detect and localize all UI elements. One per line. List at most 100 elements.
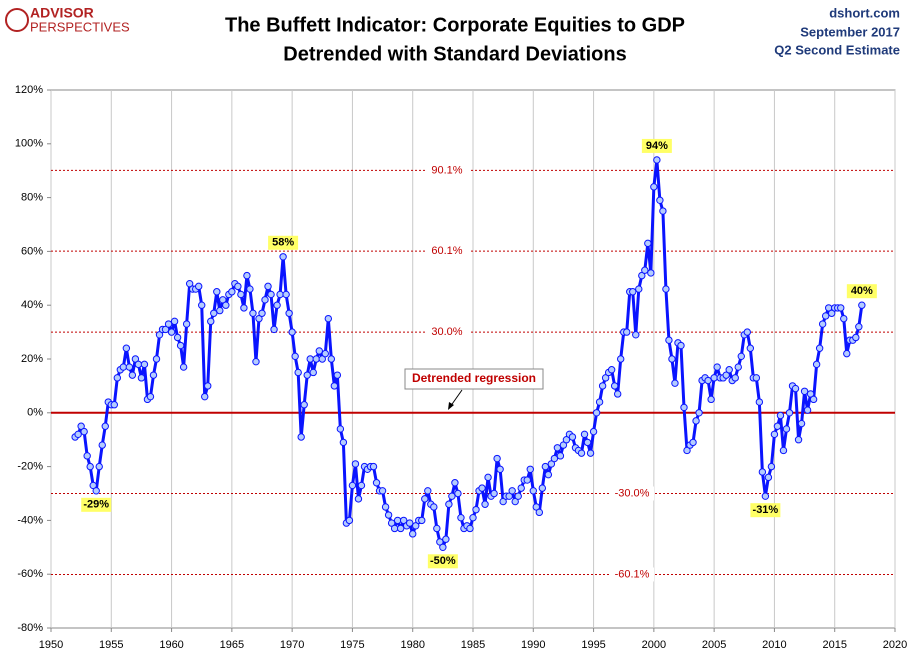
std-dev-label-bg bbox=[610, 486, 654, 501]
data-point bbox=[164, 320, 173, 328]
data-point bbox=[505, 492, 513, 500]
data-point bbox=[279, 253, 287, 261]
chart-title: The Buffett Indicator: Corporate Equitie… bbox=[225, 14, 685, 36]
y-tick-label: 40% bbox=[21, 299, 43, 311]
data-point bbox=[529, 487, 537, 495]
data-point bbox=[204, 382, 212, 390]
data-point bbox=[354, 495, 363, 503]
data-point bbox=[210, 309, 218, 317]
data-point bbox=[393, 516, 402, 525]
data-point bbox=[176, 341, 185, 350]
data-point bbox=[270, 325, 278, 334]
data-point bbox=[610, 382, 619, 390]
x-tick-label: 1970 bbox=[280, 639, 304, 651]
data-point bbox=[568, 433, 577, 441]
data-point bbox=[517, 484, 525, 492]
logo-icon bbox=[5, 8, 29, 32]
data-point bbox=[490, 489, 498, 498]
data-point bbox=[110, 401, 119, 409]
data-point bbox=[101, 422, 109, 430]
data-point bbox=[843, 349, 851, 358]
data-point bbox=[234, 282, 242, 291]
data-point bbox=[182, 320, 191, 328]
data-point bbox=[261, 296, 269, 304]
data-point bbox=[421, 495, 429, 503]
y-tick-label: 60% bbox=[21, 245, 43, 257]
data-point bbox=[713, 363, 721, 371]
data-point bbox=[562, 436, 571, 444]
x-tick-label: 1975 bbox=[340, 639, 364, 651]
annotation-label: 40% bbox=[851, 285, 873, 297]
data-point bbox=[782, 425, 791, 433]
data-point bbox=[297, 433, 305, 441]
data-point bbox=[303, 371, 311, 379]
data-point bbox=[185, 279, 194, 288]
data-point bbox=[95, 462, 103, 471]
data-point bbox=[315, 347, 323, 355]
data-point bbox=[812, 360, 821, 369]
data-point bbox=[689, 438, 697, 447]
data-point bbox=[327, 355, 336, 363]
x-tick-label: 2020 bbox=[883, 639, 907, 651]
data-point bbox=[481, 500, 489, 508]
data-point bbox=[683, 446, 691, 455]
data-point bbox=[384, 511, 393, 519]
data-point bbox=[496, 465, 504, 473]
data-point bbox=[378, 487, 387, 495]
data-point bbox=[201, 392, 209, 401]
data-point bbox=[815, 344, 824, 352]
data-point bbox=[113, 374, 122, 382]
data-point bbox=[837, 304, 845, 312]
x-tick-label: 1955 bbox=[99, 639, 123, 651]
std-dev-label: 30.0% bbox=[431, 326, 462, 338]
data-point bbox=[737, 352, 745, 361]
std-dev-label-bg bbox=[610, 567, 654, 582]
data-point bbox=[77, 422, 85, 430]
y-tick-label: 20% bbox=[21, 353, 43, 365]
x-tick-label: 1990 bbox=[521, 639, 545, 651]
data-point bbox=[794, 436, 803, 444]
data-point bbox=[668, 355, 676, 363]
data-point bbox=[119, 363, 128, 371]
data-point bbox=[372, 479, 381, 487]
data-point bbox=[80, 427, 88, 436]
data-point bbox=[577, 449, 586, 457]
data-point bbox=[695, 409, 703, 417]
data-point bbox=[629, 288, 637, 296]
source-line: Q2 Second Estimate bbox=[774, 42, 900, 57]
data-point bbox=[258, 309, 266, 317]
data-point bbox=[544, 470, 553, 479]
data-point bbox=[466, 524, 474, 533]
data-point bbox=[659, 207, 667, 215]
data-point bbox=[424, 487, 432, 495]
data-point bbox=[650, 183, 658, 191]
data-point bbox=[478, 484, 486, 492]
data-point bbox=[761, 492, 770, 500]
data-point bbox=[433, 524, 441, 533]
data-point bbox=[387, 519, 396, 527]
data-point bbox=[776, 411, 785, 420]
data-point bbox=[818, 320, 827, 328]
std-dev-label: 60.1% bbox=[431, 245, 462, 257]
x-tick-label: 2010 bbox=[762, 639, 786, 651]
data-point bbox=[330, 382, 339, 390]
x-tick-label: 2000 bbox=[642, 639, 666, 651]
data-point bbox=[149, 371, 158, 379]
data-point bbox=[86, 462, 94, 471]
data-point bbox=[710, 374, 718, 382]
data-point bbox=[390, 524, 399, 533]
std-dev-label-bg bbox=[425, 163, 469, 178]
data-point bbox=[797, 419, 806, 428]
data-point bbox=[276, 290, 284, 299]
data-point bbox=[641, 266, 649, 274]
data-point bbox=[273, 301, 281, 309]
data-point bbox=[267, 290, 275, 299]
y-tick-label: -40% bbox=[17, 514, 43, 526]
data-point bbox=[680, 403, 688, 412]
data-point bbox=[399, 516, 408, 525]
x-tick-label: 1995 bbox=[581, 639, 605, 651]
data-point bbox=[800, 387, 809, 395]
source-line: September 2017 bbox=[800, 24, 900, 39]
data-point bbox=[806, 390, 815, 398]
data-point bbox=[773, 422, 782, 430]
